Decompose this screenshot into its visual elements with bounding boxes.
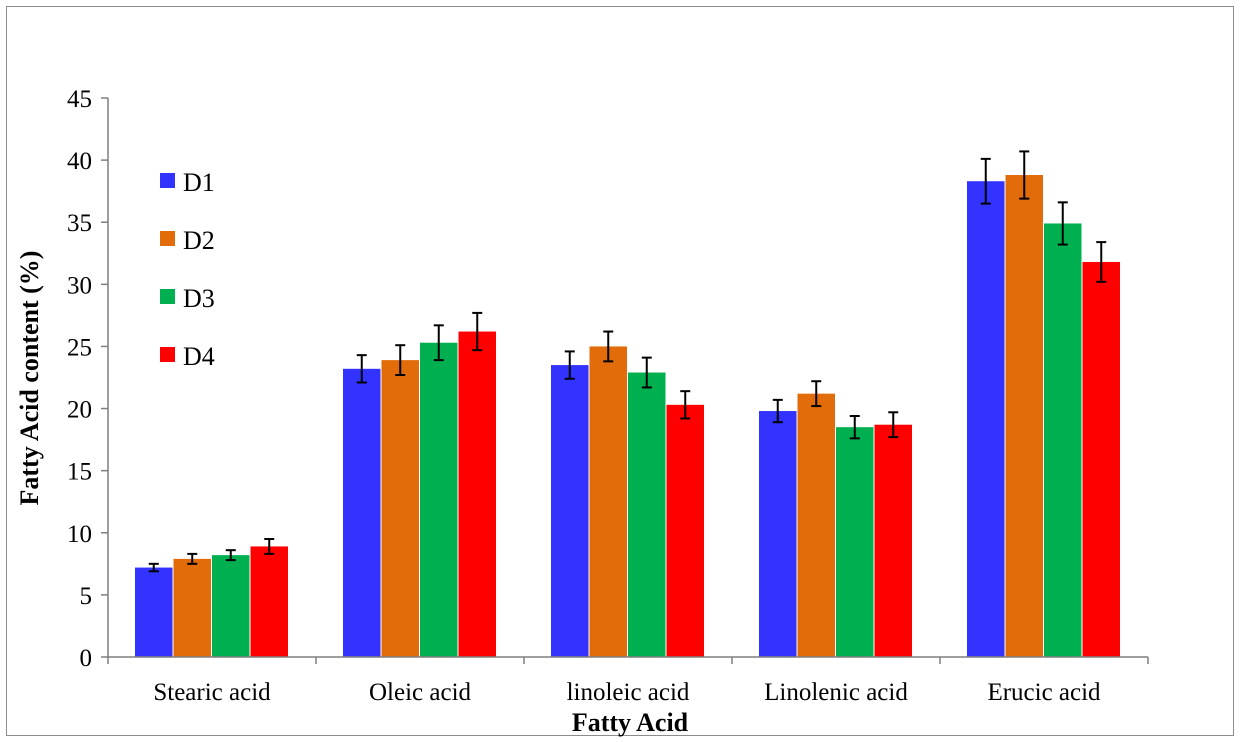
error-bar: [680, 390, 691, 420]
y-tick-label: 35: [67, 210, 92, 237]
bar-d3: [628, 372, 666, 657]
x-category-label: Linolenic acid: [764, 679, 908, 706]
y-tick-label: 30: [67, 272, 92, 299]
legend: D1 D2 D3 D4: [160, 168, 215, 371]
x-category-label: Oleic acid: [369, 679, 472, 706]
y-tick-label: 0: [80, 645, 93, 672]
error-bar: [811, 380, 822, 408]
error-bar: [849, 415, 860, 440]
bar-d4: [874, 424, 912, 657]
y-axis-title: Fatty Acid content (%): [15, 251, 44, 506]
bar-d3: [836, 427, 874, 657]
bar-d3: [212, 555, 250, 657]
y-tick-label: 40: [67, 148, 92, 175]
error-bar: [603, 330, 614, 363]
y-tick-label: 15: [67, 459, 92, 486]
y-tick-label: 20: [67, 397, 92, 424]
error-bar: [433, 324, 444, 362]
error-bar: [564, 350, 575, 380]
legend-swatch: [160, 347, 175, 362]
error-bars-group: [148, 150, 1107, 573]
y-tick-label: 5: [80, 583, 93, 610]
error-bar: [1096, 241, 1107, 283]
error-bar: [1057, 201, 1068, 246]
x-axis-categories: Stearic acid Oleic acid linoleic acid Linol…: [153, 679, 1101, 706]
error-bar: [641, 356, 652, 389]
bar-d4: [666, 404, 704, 657]
bar-d2: [381, 360, 419, 657]
error-bar: [1019, 150, 1030, 200]
axes: [107, 98, 1149, 664]
error-bar: [148, 562, 159, 573]
x-category-label: linoleic acid: [567, 679, 690, 706]
error-bar: [187, 552, 198, 565]
error-bar: [225, 549, 236, 562]
error-bar: [888, 411, 899, 439]
x-axis-title: Fatty Acid: [572, 708, 689, 737]
bar-d1: [135, 567, 173, 657]
x-category-label: Stearic acid: [153, 679, 271, 706]
bar-d4: [458, 331, 496, 657]
legend-item-d3: D3: [160, 284, 215, 313]
bar-d1: [551, 365, 589, 657]
bar-d2: [1005, 175, 1043, 658]
bar-d1: [343, 368, 381, 657]
bar-d3: [420, 342, 458, 657]
legend-label: D2: [183, 226, 215, 255]
y-tick-label: 25: [67, 334, 92, 361]
y-axis-ticks: 0 5 10 15 20 25 30 35 40 45: [67, 86, 108, 672]
bar-d2: [173, 558, 211, 657]
bar-d1: [759, 411, 797, 657]
bar-d4: [250, 546, 288, 657]
x-category-label: Erucic acid: [987, 679, 1101, 706]
legend-label: D3: [183, 284, 215, 313]
y-tick-label: 10: [67, 521, 92, 548]
legend-swatch: [160, 173, 175, 188]
error-bar: [356, 354, 367, 384]
legend-label: D1: [183, 168, 215, 197]
error-bar: [772, 398, 783, 424]
bar-d2: [589, 346, 627, 657]
bar-d4: [1082, 261, 1120, 657]
legend-label: D4: [183, 342, 215, 371]
bars-group: [135, 175, 1120, 658]
legend-item-d2: D2: [160, 226, 215, 255]
error-bar: [472, 311, 483, 352]
y-tick-label: 45: [67, 86, 92, 113]
legend-item-d1: D1: [160, 168, 215, 197]
bar-d3: [1044, 223, 1082, 657]
bar-d2: [797, 393, 835, 657]
legend-swatch: [160, 231, 175, 246]
error-bar: [395, 344, 406, 377]
legend-item-d4: D4: [160, 342, 215, 371]
error-bar: [980, 157, 991, 205]
error-bar: [264, 537, 275, 555]
legend-swatch: [160, 289, 175, 304]
bar-d1: [967, 181, 1005, 657]
